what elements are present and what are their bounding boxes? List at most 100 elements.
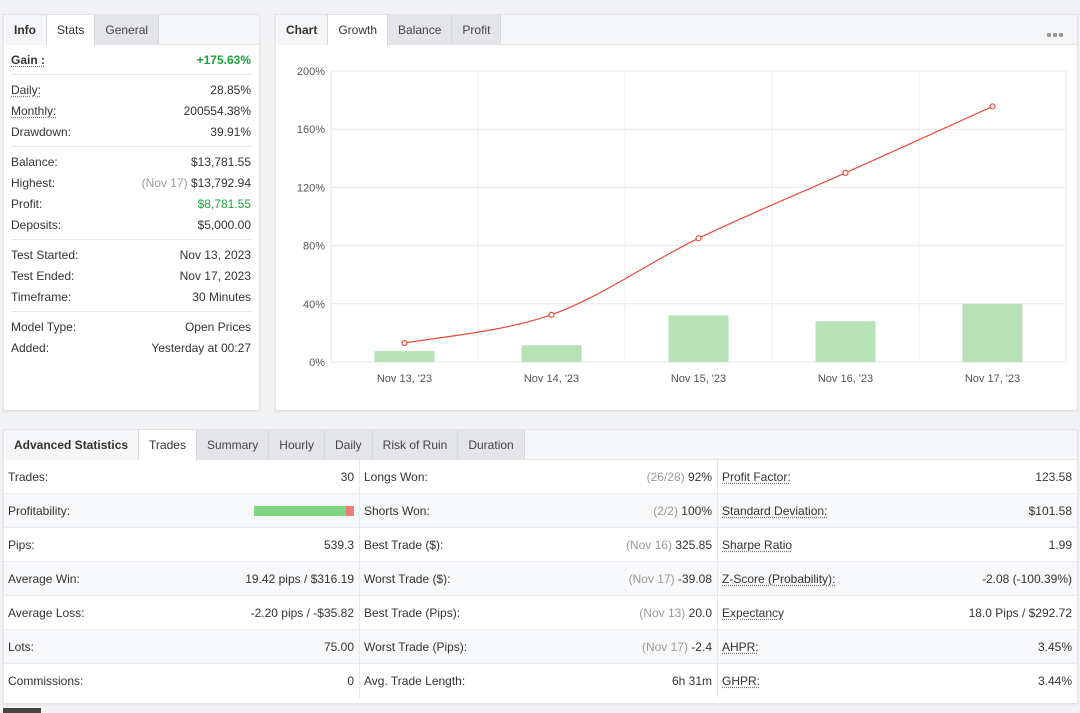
drawdown-label: Drawdown:: [11, 124, 72, 139]
pips-row: Pips: 539.3: [4, 528, 359, 562]
average-win-label: Average Win:: [8, 571, 80, 586]
expectancy-row: Expectancy 18.0 Pips / $292.72: [718, 596, 1077, 630]
pips-value: 539.3: [323, 537, 354, 552]
shorts-won-value-wrap: (2/2) 100%: [653, 504, 712, 518]
x-tick-label: Nov 13, '23: [377, 373, 432, 385]
tab-growth[interactable]: Growth: [328, 15, 389, 46]
longs-won-value-wrap: (26/28) 92%: [647, 470, 712, 484]
worst-trade-usd-note: (Nov 17): [628, 571, 675, 586]
ghpr-row: GHPR: 3.44%: [718, 664, 1077, 698]
balance-group: Balance: $13,781.55 Highest: (Nov 17) $1…: [11, 147, 251, 240]
ahpr-label[interactable]: AHPR:: [722, 639, 759, 654]
deposits-value: $5,000.00: [197, 217, 251, 232]
commissions-row: Commissions: 0: [4, 664, 359, 698]
worst-trade-pips-value: -2.4: [691, 639, 712, 654]
average-win-value: 19.42 pips / $316.19: [245, 571, 354, 586]
commissions-label: Commissions:: [8, 674, 84, 688]
shorts-won-note: (2/2): [653, 503, 678, 518]
tab-risk-of-ruin[interactable]: Risk of Ruin: [372, 430, 459, 460]
y-tick-label: 160%: [297, 124, 325, 136]
chart-tabbar: Chart Growth Balance Profit: [276, 15, 1077, 46]
sharpe-ratio-label[interactable]: Sharpe Ratio: [722, 537, 793, 552]
z-score-row: Z-Score (Probability): -2.08 (-100.39%): [718, 562, 1077, 596]
test-ended-row: Test Ended: Nov 17, 2023: [11, 265, 251, 286]
profitability-row: Profitability:: [4, 494, 359, 528]
deposits-row: Deposits: $5,000.00: [11, 214, 251, 235]
tab-general[interactable]: General: [95, 15, 160, 45]
daily-label[interactable]: Daily:: [11, 82, 42, 97]
y-tick-label: 0%: [309, 357, 325, 369]
profitability-loss-segment: [346, 505, 354, 516]
bottom-toolbar-handle[interactable]: [3, 708, 41, 713]
trades-label: Trades:: [8, 469, 49, 484]
growth-point: [842, 169, 849, 176]
balance-row: Balance: $13,781.55: [11, 151, 251, 172]
info-tabbar: Info Stats General: [4, 15, 259, 46]
worst-trade-pips-label: Worst Trade (Pips):: [364, 639, 468, 654]
tab-hourly[interactable]: Hourly: [269, 430, 325, 460]
test-started-row: Test Started: Nov 13, 2023: [11, 244, 251, 265]
drawdown-value: 39.91%: [210, 124, 251, 139]
tab-profit[interactable]: Profit: [452, 15, 502, 45]
y-tick-label: 80%: [303, 241, 325, 253]
test-started-label: Test Started:: [11, 247, 79, 262]
average-win-row: Average Win: 19.42 pips / $316.19: [4, 562, 359, 596]
best-trade-usd-row: Best Trade ($): (Nov 16) 325.85: [360, 528, 717, 562]
test-ended-label: Test Ended:: [11, 268, 75, 283]
tab-summary[interactable]: Summary: [196, 430, 270, 460]
y-tick-label: 40%: [303, 299, 325, 311]
more-horizontal-icon[interactable]: [1047, 26, 1065, 37]
tab-trades[interactable]: Trades: [139, 430, 197, 461]
best-trade-usd-note: (Nov 16): [625, 537, 672, 552]
profit-factor-row: Profit Factor: 123.58: [718, 460, 1077, 494]
monthly-label[interactable]: Monthly:: [11, 103, 57, 118]
trades-row: Trades: 30: [4, 460, 359, 494]
tab-stats[interactable]: Stats: [47, 15, 96, 46]
chart-bar: [374, 351, 435, 362]
model-type-value: Open Prices: [184, 319, 251, 334]
avg-trade-length-value: 6h 31m: [671, 674, 712, 688]
best-trade-pips-value: 20.0: [688, 605, 712, 620]
stats-tabbar: Advanced Statistics Trades Summary Hourl…: [4, 430, 1077, 461]
highest-label: Highest:: [11, 175, 56, 190]
tab-daily[interactable]: Daily: [324, 430, 373, 460]
profit-factor-label[interactable]: Profit Factor:: [722, 469, 791, 484]
balance-value: $13,781.55: [190, 154, 251, 169]
commissions-value: 0: [347, 674, 354, 688]
sharpe-ratio-value: 1.99: [1048, 537, 1072, 552]
gain-label[interactable]: Gain :: [11, 52, 46, 67]
test-ended-value: Nov 17, 2023: [179, 268, 251, 283]
worst-trade-pips-value-wrap: (Nov 17) -2.4: [642, 640, 712, 654]
trades-value: 30: [340, 469, 354, 484]
rates-group: Daily: 28.85% Monthly: 200554.38% Drawdo…: [11, 75, 251, 147]
x-tick-label: Nov 15, '23: [671, 373, 726, 385]
ghpr-label[interactable]: GHPR:: [722, 674, 761, 688]
daily-value: 28.85%: [210, 82, 251, 97]
standard-deviation-label[interactable]: Standard Deviation:: [722, 503, 828, 518]
tab-info: Info: [4, 15, 47, 45]
worst-trade-pips-row: Worst Trade (Pips): (Nov 17) -2.4: [360, 630, 717, 664]
tab-duration[interactable]: Duration: [458, 430, 525, 460]
model-type-label: Model Type:: [11, 319, 77, 334]
tab-balance[interactable]: Balance: [388, 15, 453, 45]
longs-won-row: Longs Won: (26/28) 92%: [360, 460, 717, 494]
chart-bar: [815, 321, 876, 362]
growth-chart: 0% 40% 80% 120% 160% 200% Nov 13, '23 Nov 14, '…: [297, 66, 1067, 385]
sharpe-ratio-row: Sharpe Ratio 1.99: [718, 528, 1077, 562]
avg-trade-length-label: Avg. Trade Length:: [364, 674, 466, 688]
best-trade-pips-note: (Nov 13): [639, 605, 686, 620]
y-tick-label: 120%: [297, 182, 325, 194]
lots-label: Lots:: [8, 639, 35, 654]
stats-column-1: Trades: 30 Profitability: Pips: 539.3 Aver…: [4, 460, 360, 698]
average-loss-row: Average Loss: -2.20 pips / -$35.82: [4, 596, 359, 630]
best-trade-usd-value: 325.85: [675, 537, 712, 552]
highest-value-wrap: (Nov 17) $13,792.94: [142, 176, 251, 190]
highest-date: (Nov 17): [141, 175, 188, 190]
stats-column-2: Longs Won: (26/28) 92% Shorts Won: (2/2) 1…: [360, 460, 718, 698]
gain-row: Gain : +175.63%: [11, 49, 251, 70]
monthly-row: Monthly: 200554.38%: [11, 100, 251, 121]
z-score-label[interactable]: Z-Score (Probability):: [722, 571, 836, 586]
added-row: Added: Yesterday at 00:27: [11, 337, 251, 358]
expectancy-label[interactable]: Expectancy: [722, 605, 785, 620]
worst-trade-usd-value: -39.08: [677, 571, 712, 586]
